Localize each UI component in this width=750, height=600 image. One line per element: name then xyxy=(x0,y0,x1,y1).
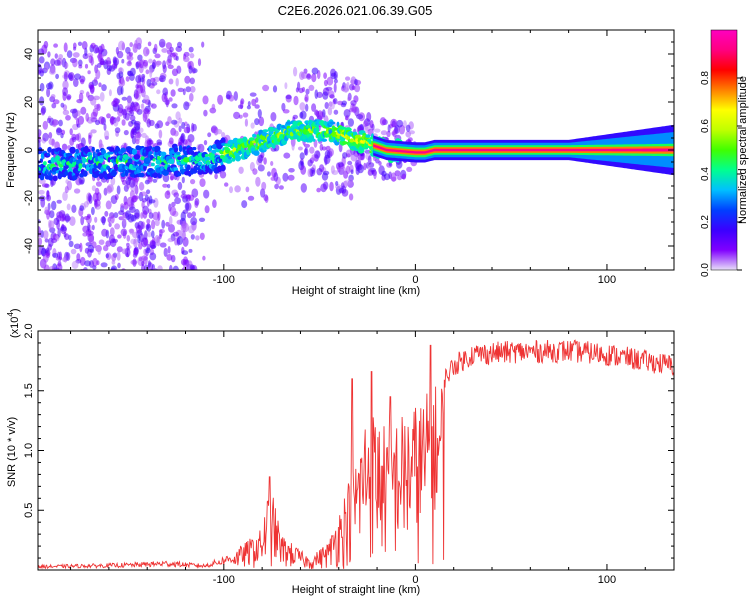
snr-plot-area xyxy=(38,339,674,570)
colorbar-tick-label: 0.4 xyxy=(700,167,711,181)
colorbar-gradient xyxy=(710,29,738,271)
snr-y-tick-label: 1.5 xyxy=(23,383,35,398)
snr-scale-label: (x104) xyxy=(6,308,21,338)
colorbar-tick-label: 0.6 xyxy=(700,119,711,133)
spectrogram-y-ticks: -40 -20 0 20 40 xyxy=(23,29,674,271)
spectrogram-cells xyxy=(38,37,674,270)
colorbar-tick-label: 0.0 xyxy=(700,263,711,277)
snr-panel: -100 0 100 0.5 1.0 1.5 2.0 Height of straight… xyxy=(6,308,675,596)
snr-y-ticks: 0.5 1.0 1.5 2.0 xyxy=(23,323,674,559)
snr-y-tick-label: 1.0 xyxy=(23,443,35,458)
snr-x-ticks: -100 0 100 xyxy=(70,331,646,586)
spectrogram-x-tick-label: 0 xyxy=(412,274,418,286)
snr-x-tick-label: 0 xyxy=(412,574,418,586)
snr-x-axis-label: Height of straight line (km) xyxy=(292,584,420,596)
figure-title: C2E6.2026.021.06.39.G05 xyxy=(278,3,433,18)
spectrogram-y-tick-label: 0 xyxy=(23,147,35,153)
snr-y-tick-label: 0.5 xyxy=(23,503,35,518)
snr-y-tick-label: 2.0 xyxy=(23,323,35,338)
snr-x-tick-label: 100 xyxy=(598,574,616,586)
colorbar-ticks: 0.0 0.2 0.4 0.6 0.8 xyxy=(700,71,742,277)
spectrogram-x-tick-label: -100 xyxy=(213,274,235,286)
snr-y-axis-label: SNR (10 * v/v) xyxy=(6,417,18,487)
colorbar-tick-label: 0.2 xyxy=(700,215,711,229)
spectrogram-y-tick-label: -20 xyxy=(23,190,35,206)
spectrogram-y-tick-label: 40 xyxy=(23,48,35,60)
spectrogram-y-tick-label: -40 xyxy=(23,238,35,254)
spectrogram-y-axis-label: Frequency (Hz) xyxy=(5,112,17,188)
snr-scale-base: (x10 xyxy=(9,317,21,338)
spectrogram-x-ticks: -100 0 100 xyxy=(70,30,646,286)
snr-line xyxy=(38,339,674,570)
snr-background xyxy=(38,331,674,570)
snr-scale-exponent: 4 xyxy=(6,312,15,317)
spectrogram-x-axis-label: Height of straight line (km) xyxy=(292,285,420,297)
colorbar-tick-label: 0.8 xyxy=(700,71,711,85)
spectrogram-x-tick-label: 100 xyxy=(598,274,616,286)
snr-x-tick-label: -100 xyxy=(213,574,235,586)
spectrogram-panel: -100 0 100 -40 -20 0 20 40 Height of straight … xyxy=(5,29,675,297)
colorbar-label: Normalized spectral amplitude xyxy=(737,76,749,224)
colorbar: 0.0 0.2 0.4 0.6 0.8 Normalized spectral ampl… xyxy=(700,29,749,277)
svg-text:(x104): (x104) xyxy=(6,308,21,338)
spectrogram-y-tick-label: 20 xyxy=(23,96,35,108)
